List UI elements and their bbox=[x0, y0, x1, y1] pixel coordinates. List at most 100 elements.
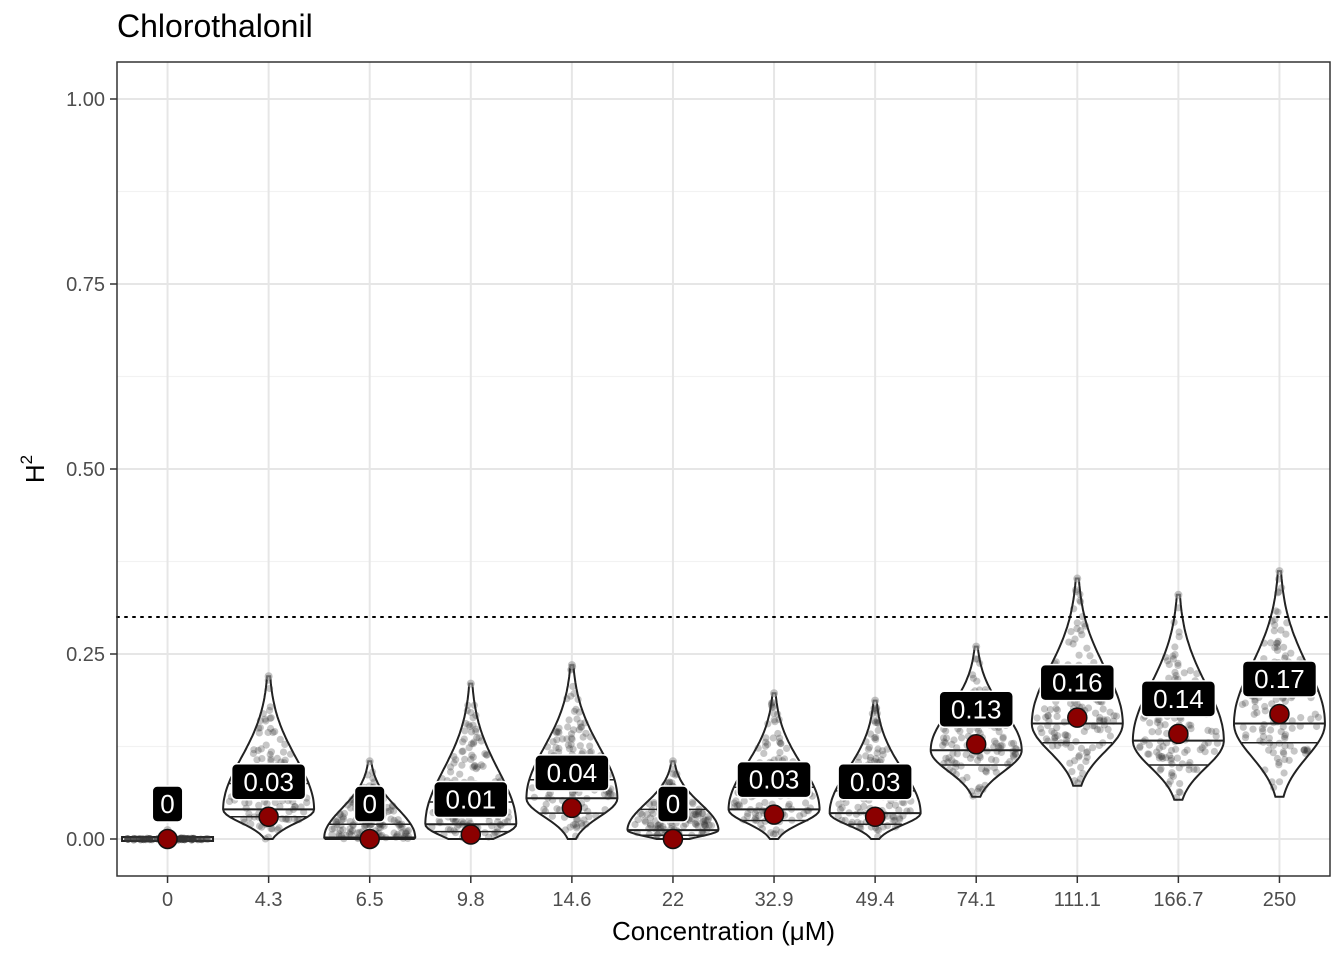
mean-point bbox=[1067, 707, 1088, 728]
jitter-point bbox=[631, 820, 639, 829]
jitter-point bbox=[472, 725, 480, 733]
jitter-point bbox=[966, 726, 974, 734]
jitter-point bbox=[969, 674, 978, 682]
jitter-point bbox=[262, 717, 270, 725]
jitter-point bbox=[953, 750, 962, 758]
jitter-point bbox=[775, 754, 783, 763]
jitter-point bbox=[468, 751, 476, 759]
jitter-point bbox=[570, 707, 579, 715]
jitter-point bbox=[896, 815, 904, 823]
jitter-point bbox=[481, 829, 489, 837]
jitter-point bbox=[1281, 654, 1289, 662]
jitter-point bbox=[552, 744, 560, 752]
jitter-point bbox=[974, 756, 982, 765]
jitter-point bbox=[838, 804, 846, 812]
jitter-point bbox=[1078, 613, 1086, 621]
jitter-point bbox=[1288, 724, 1296, 732]
jitter-point bbox=[338, 816, 346, 824]
jitter-point bbox=[698, 810, 706, 818]
jitter-point bbox=[647, 821, 655, 830]
jitter-point bbox=[1201, 741, 1209, 749]
data-label-box bbox=[656, 785, 689, 823]
jitter-point bbox=[1250, 710, 1258, 718]
jitter-point bbox=[573, 824, 581, 832]
jitter-point bbox=[287, 750, 295, 758]
jitter-point bbox=[649, 810, 657, 818]
jitter-point bbox=[945, 754, 953, 762]
jitter-point bbox=[181, 836, 189, 844]
jitter-point bbox=[346, 824, 354, 833]
jitter-point bbox=[1172, 671, 1180, 680]
jitter-point bbox=[1269, 741, 1277, 750]
max-point bbox=[972, 642, 981, 651]
jitter-point bbox=[245, 799, 253, 807]
jitter-point bbox=[1241, 699, 1249, 707]
jitter-point bbox=[388, 801, 396, 810]
jitter-point bbox=[998, 742, 1006, 750]
jitter-point bbox=[563, 735, 571, 743]
jitter-point bbox=[1268, 617, 1276, 625]
jitter-point bbox=[276, 802, 284, 811]
jitter-point bbox=[838, 816, 846, 824]
jitter-point bbox=[1081, 622, 1090, 630]
jitter-point bbox=[1302, 749, 1310, 758]
jitter-point bbox=[1300, 746, 1308, 754]
jitter-point bbox=[762, 738, 770, 746]
jitter-point bbox=[576, 719, 585, 727]
jitter-point bbox=[668, 779, 676, 787]
jitter-point bbox=[263, 800, 271, 808]
jitter-point bbox=[694, 812, 702, 820]
jitter-point bbox=[275, 824, 283, 832]
jitter-point bbox=[864, 745, 873, 753]
jitter-point bbox=[542, 800, 550, 808]
jitter-point bbox=[470, 738, 478, 746]
jitter-point bbox=[1076, 596, 1084, 605]
jitter-point bbox=[387, 815, 395, 823]
jitter-point bbox=[490, 831, 498, 839]
data-label: 0.04 bbox=[547, 758, 598, 788]
jitter-point bbox=[470, 762, 479, 770]
jitter-point bbox=[767, 701, 776, 709]
jitter-point bbox=[580, 816, 588, 824]
jitter-point bbox=[771, 830, 779, 838]
jitter-point bbox=[967, 787, 976, 796]
jitter-point bbox=[1282, 630, 1290, 638]
jitter-point bbox=[669, 770, 677, 778]
jitter-point bbox=[266, 684, 274, 693]
jitter-point bbox=[390, 816, 398, 825]
jitter-point bbox=[1273, 643, 1281, 651]
jitter-point bbox=[939, 741, 947, 750]
jitter-point bbox=[969, 671, 977, 679]
jitter-point bbox=[1067, 628, 1075, 636]
jitter-point bbox=[867, 730, 875, 738]
jitter-point bbox=[1062, 731, 1070, 739]
jitter-point bbox=[1169, 652, 1177, 660]
jitter-point bbox=[862, 752, 870, 760]
jitter-point bbox=[1153, 748, 1161, 756]
jitter-point bbox=[1145, 741, 1153, 749]
jitter-point bbox=[1279, 723, 1287, 731]
jitter-point bbox=[873, 704, 881, 712]
jitter-point bbox=[348, 827, 357, 835]
jitter-point bbox=[1004, 760, 1012, 768]
jitter-point bbox=[885, 802, 894, 810]
jitter-point bbox=[491, 829, 499, 837]
jitter-point bbox=[465, 721, 473, 729]
jitter-point bbox=[777, 740, 785, 748]
jitter-point bbox=[1165, 751, 1174, 760]
jitter-point bbox=[565, 716, 573, 724]
jitter-point bbox=[976, 659, 984, 667]
jitter-point bbox=[945, 765, 954, 774]
jitter-point bbox=[700, 821, 709, 829]
jitter-point bbox=[780, 755, 789, 763]
jitter-point bbox=[800, 810, 808, 818]
jitter-point bbox=[1281, 731, 1290, 739]
x-tick-label: 0 bbox=[162, 889, 173, 911]
jitter-point bbox=[1154, 716, 1162, 724]
jitter-point bbox=[1083, 753, 1091, 761]
jitter-point bbox=[1053, 706, 1061, 714]
jitter-point bbox=[1075, 651, 1083, 659]
jitter-point bbox=[555, 744, 563, 753]
y-axis-title: H2 bbox=[17, 455, 50, 483]
jitter-point bbox=[872, 733, 880, 742]
